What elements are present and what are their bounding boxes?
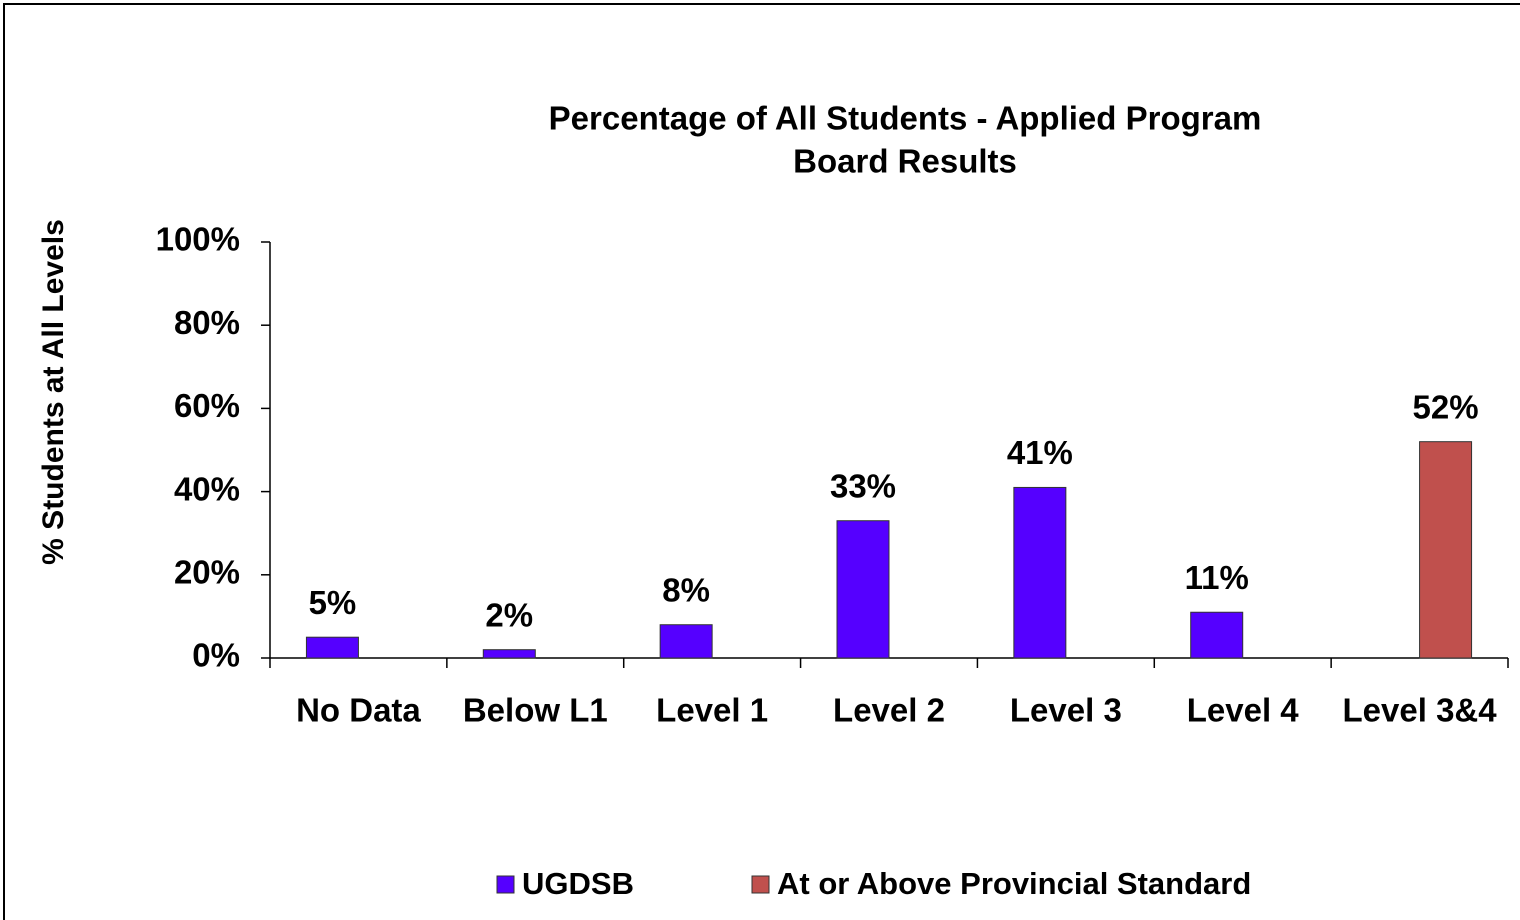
legend-label: At or Above Provincial Standard: [777, 866, 1251, 901]
x-tick-label: Level 4: [1187, 692, 1300, 729]
bar: [1419, 441, 1473, 659]
x-tick-label: Level 2: [833, 692, 945, 729]
value-label: 8%: [662, 571, 710, 608]
bar: [1190, 611, 1244, 659]
legend-swatch: [751, 875, 770, 894]
bar: [305, 636, 359, 659]
y-tick-label: 20%: [174, 554, 240, 591]
y-tick-label: 80%: [174, 304, 240, 341]
x-tick-label: Level 3&4: [1343, 692, 1498, 729]
y-tick-label: 100%: [156, 221, 240, 258]
chart-title: Percentage of All Students - Applied Pro…: [549, 100, 1262, 137]
bar: [482, 649, 536, 659]
bar: [659, 624, 713, 659]
value-label: 2%: [485, 596, 533, 633]
chart-subtitle: Board Results: [793, 143, 1017, 180]
legend-label: UGDSB: [522, 866, 634, 901]
frame: [3, 3, 1520, 920]
legend-swatch: [496, 875, 515, 894]
y-tick-label: 40%: [174, 470, 240, 507]
x-tick-label: Level 3: [1010, 692, 1122, 729]
x-tick-label: No Data: [296, 692, 421, 729]
value-label: 33%: [830, 467, 896, 504]
value-label: 11%: [1185, 559, 1249, 596]
x-tick-label: Level 1: [656, 692, 768, 729]
value-label: 52%: [1413, 388, 1479, 425]
y-tick-label: 0%: [192, 637, 240, 674]
y-tick-label: 60%: [174, 387, 240, 424]
value-label: 41%: [1007, 434, 1073, 471]
value-label: 5%: [309, 584, 357, 621]
bar: [836, 520, 890, 659]
x-tick-label: Below L1: [463, 692, 608, 729]
y-axis-label: % Students at All Levels: [37, 219, 70, 565]
bar: [1013, 486, 1067, 659]
